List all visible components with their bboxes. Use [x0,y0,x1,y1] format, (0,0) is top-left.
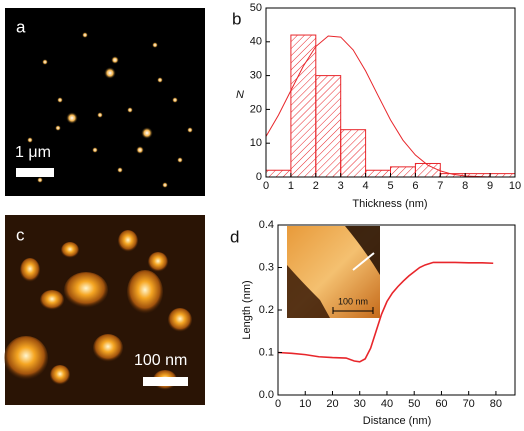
x-tick-label: 9 [487,180,493,192]
scale-bar [16,168,54,177]
scale-bar [143,377,188,386]
y-tick-label: 10 [250,137,262,149]
panel-label: b [232,9,241,28]
x-tick-label: 50 [408,398,420,410]
panel-label: c [16,225,25,244]
x-tick-label: 10 [509,180,521,192]
x-tick-label: 10 [299,398,311,410]
y-axis-label: N [236,89,244,101]
y-tick-label: 0.2 [259,304,274,316]
x-tick-label: 3 [338,180,344,192]
x-tick-label: 4 [363,180,369,192]
x-tick-label: 6 [412,180,418,192]
afm-image-c: c 100 nm [4,215,205,405]
x-tick-label: 8 [462,180,468,192]
y-tick-label: 20 [250,103,262,115]
inset-image: 100 nm [287,226,380,318]
y-tick-label: 50 [250,2,262,14]
x-tick-label: 40 [381,398,393,410]
y-tick-label: 40 [250,36,262,48]
bar [315,75,342,178]
fit-curve [265,35,515,178]
x-tick-label: 60 [435,398,447,410]
y-tick-label: 0.1 [259,346,274,358]
bar [340,129,367,178]
x-tick-label: 5 [387,180,393,192]
x-tick-label: 0 [275,398,281,410]
panel-label: a [16,17,26,36]
inset-scale-label: 100 nm [338,296,368,306]
charts: 0 10 20 30 40 50 0 1 2 3 4 5 6 7 8 9 10 0.0 0.1 0.2 0.3 0.4 0 1… [250,2,521,410]
x-tick-label: 80 [490,398,502,410]
y-tick-label: 0.0 [259,389,274,401]
scale-bar-label: 100 nm [134,352,187,369]
panel-label: d [230,227,239,246]
bar [489,173,516,178]
x-tick-label: 20 [326,398,338,410]
bar [290,34,317,178]
y-axis-label: Length (nm) [241,280,253,339]
x-tick-label: 30 [354,398,366,410]
y-tick-label: 0.4 [259,219,274,231]
x-tick-label: 70 [463,398,475,410]
profile-line [277,261,494,363]
x-tick-label: 0 [263,180,269,192]
x-tick-label: 2 [313,180,319,192]
bar [265,169,292,178]
x-tick-label: 7 [437,180,443,192]
x-axis-label: Thickness (nm) [352,198,427,210]
bar [365,169,392,178]
x-axis-label: Distance (nm) [363,415,431,427]
y-tick-label: 0.3 [259,261,274,273]
scale-bar-label: 1 μm [15,144,51,161]
x-tick-label: 1 [288,180,294,192]
y-tick-label: 0 [256,171,262,183]
y-tick-label: 30 [250,70,262,82]
bar [390,166,416,178]
afm-image-a: a 1 μm [5,8,205,196]
